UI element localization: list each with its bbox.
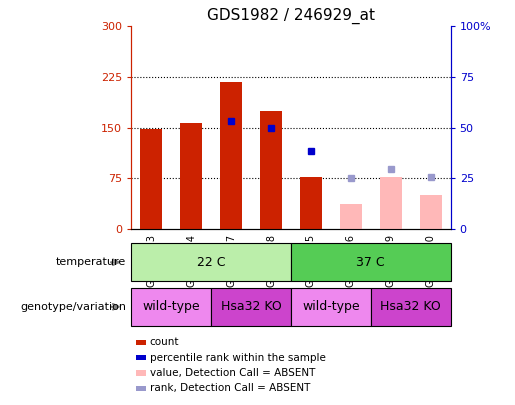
- Bar: [131, 288, 211, 326]
- Bar: [140, 129, 162, 229]
- Text: wild-type: wild-type: [302, 300, 359, 313]
- Title: GDS1982 / 246929_at: GDS1982 / 246929_at: [207, 7, 375, 23]
- Text: percentile rank within the sample: percentile rank within the sample: [150, 353, 326, 362]
- Bar: [380, 177, 402, 229]
- Text: count: count: [150, 337, 179, 347]
- Bar: [300, 177, 322, 229]
- Bar: [220, 82, 242, 229]
- Bar: [180, 123, 202, 229]
- Bar: [340, 204, 362, 229]
- Bar: [371, 288, 451, 326]
- Text: temperature: temperature: [56, 257, 126, 267]
- Bar: [380, 177, 402, 229]
- Text: rank, Detection Call = ABSENT: rank, Detection Call = ABSENT: [150, 384, 310, 393]
- Bar: [211, 288, 291, 326]
- Bar: [420, 195, 442, 229]
- Bar: [131, 243, 291, 281]
- Bar: [291, 243, 451, 281]
- Text: 22 C: 22 C: [197, 256, 226, 269]
- Bar: [260, 111, 282, 229]
- Bar: [291, 288, 371, 326]
- Text: 37 C: 37 C: [356, 256, 385, 269]
- Text: Hsa32 KO: Hsa32 KO: [221, 300, 281, 313]
- Text: genotype/variation: genotype/variation: [20, 302, 126, 312]
- Text: Hsa32 KO: Hsa32 KO: [381, 300, 441, 313]
- Text: wild-type: wild-type: [143, 300, 200, 313]
- Text: value, Detection Call = ABSENT: value, Detection Call = ABSENT: [150, 368, 315, 378]
